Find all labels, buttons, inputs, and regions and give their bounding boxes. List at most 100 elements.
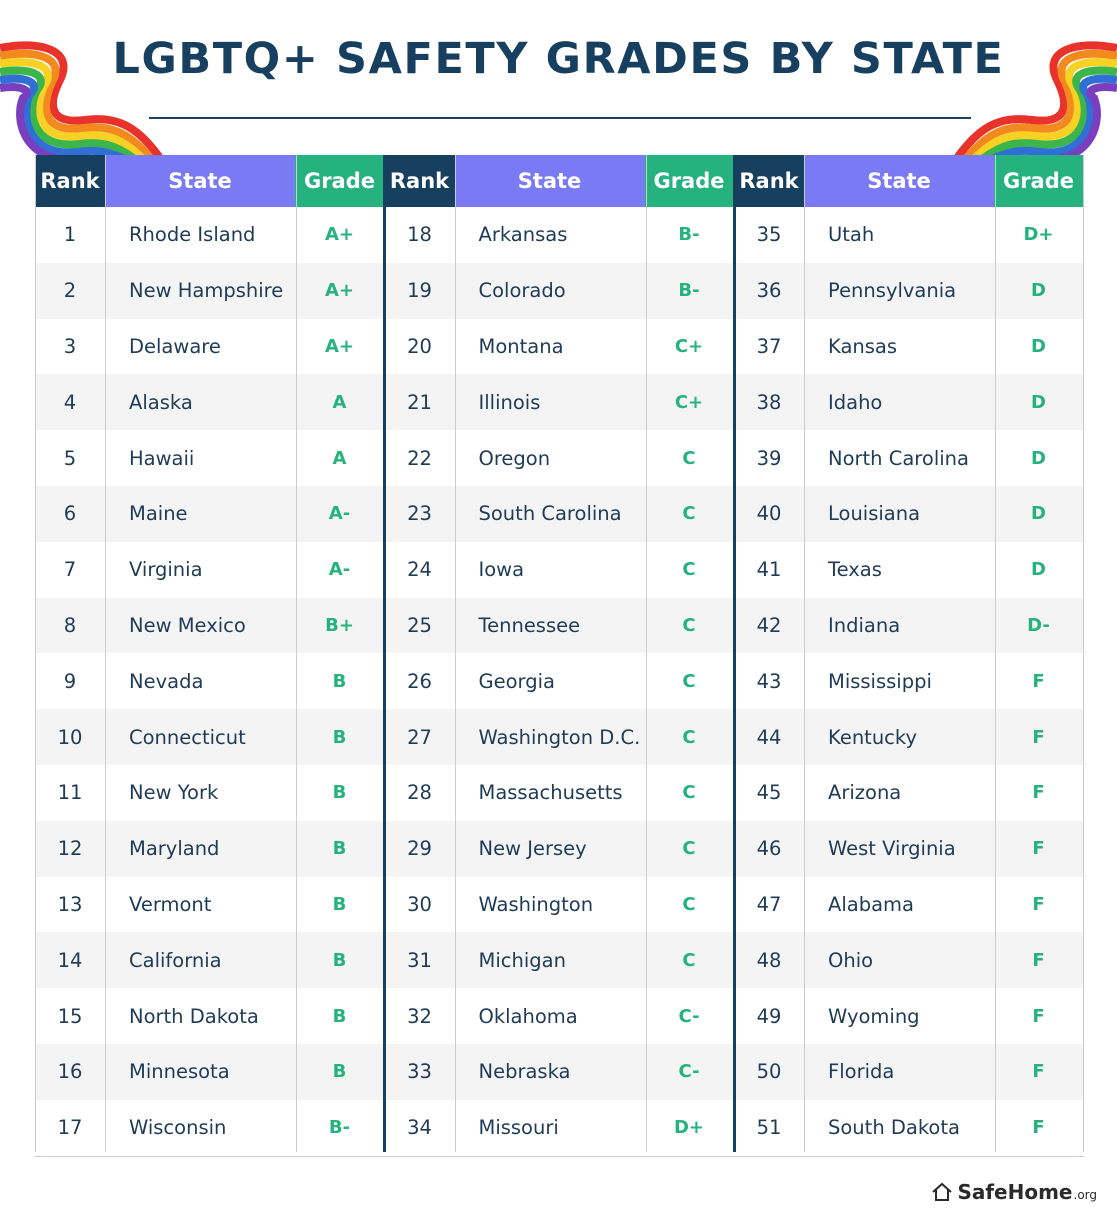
state-cell: Idaho — [828, 390, 883, 414]
table-row: 48 Ohio F — [734, 932, 1083, 989]
table-row: 24 Iowa C — [385, 542, 734, 598]
rank-cell: 10 — [57, 725, 83, 749]
column-divider — [804, 155, 805, 1152]
grade-cell: B — [332, 1005, 347, 1027]
state-cell: North Dakota — [129, 1004, 259, 1028]
rank-cell: 49 — [756, 1004, 782, 1028]
rank-cell: 14 — [57, 948, 83, 972]
state-cell: Arizona — [828, 781, 902, 805]
table-row: 5 Hawaii A — [35, 430, 384, 486]
grade-cell: B — [332, 670, 347, 692]
table-row: 26 Georgia C — [385, 653, 734, 709]
grade-cell: B- — [328, 1117, 351, 1139]
table-row: 15 North Dakota B — [35, 988, 384, 1044]
brand-logo: SafeHome .org — [931, 1180, 1097, 1204]
table-row: 13 Vermont B — [35, 877, 384, 933]
table-row: 27 Washington D.C. C — [384, 709, 734, 765]
state-cell: Minnesota — [129, 1060, 230, 1084]
column-divider — [296, 155, 297, 1152]
rainbow-flag-left-icon — [0, 41, 164, 160]
state-cell: Michigan — [478, 948, 566, 972]
state-cell: Ohio — [828, 948, 874, 972]
table-row: 42 Indiana D- — [734, 597, 1083, 654]
rank-cell: 23 — [407, 502, 432, 526]
state-cell: Texas — [828, 558, 882, 582]
brand-name: SafeHome — [957, 1180, 1073, 1204]
table-row: 16 Minnesota B — [35, 1044, 384, 1100]
rank-cell: 27 — [407, 725, 432, 749]
grade-cell: C+ — [674, 335, 704, 357]
header-rank: Rank — [734, 155, 804, 207]
table-row: 34 Missouri D+ — [385, 1100, 734, 1156]
state-cell: North Carolina — [828, 446, 969, 470]
state-cell: Kansas — [828, 334, 898, 358]
state-cell: Iowa — [478, 558, 525, 582]
grade-cell: B+ — [325, 614, 354, 636]
rank-cell: 40 — [756, 502, 782, 526]
table-row: 47 Alabama F — [734, 877, 1083, 933]
state-cell: Montana — [478, 334, 564, 358]
rank-cell: 29 — [407, 837, 432, 861]
grade-cell: C+ — [674, 391, 704, 413]
grade-cell: F — [1032, 726, 1045, 748]
rank-cell: 31 — [407, 948, 432, 972]
header-rank: Rank — [384, 155, 455, 207]
grade-cell: A- — [328, 503, 351, 525]
state-cell: Colorado — [478, 279, 566, 303]
state-cell: Alaska — [129, 390, 193, 414]
header-grade: Grade — [994, 155, 1083, 207]
state-cell: Oregon — [478, 446, 551, 470]
state-cell: Missouri — [478, 1116, 559, 1140]
state-cell: Florida — [828, 1060, 895, 1084]
grade-cell: D- — [1027, 614, 1050, 636]
header-state: State — [454, 155, 645, 207]
table-row: 28 Massachusetts C — [385, 765, 734, 821]
rank-cell: 15 — [57, 1004, 83, 1028]
grade-cell: D — [1031, 559, 1046, 581]
grade-cell: F — [1032, 893, 1045, 915]
table-row: 40 Louisiana D — [734, 486, 1083, 542]
grade-cell: F — [1032, 1005, 1045, 1027]
state-cell: Kentucky — [828, 725, 918, 749]
state-cell: Hawaii — [129, 446, 195, 470]
table-row: 30 Washington C — [385, 877, 734, 933]
column-divider — [645, 155, 647, 1152]
column-divider — [733, 155, 736, 1152]
rank-cell: 4 — [63, 390, 77, 414]
rank-cell: 17 — [57, 1116, 83, 1140]
rank-cell: 42 — [756, 613, 782, 637]
table-row: 50 Florida F — [734, 1044, 1083, 1100]
table-row: 3 Delaware A+ — [35, 319, 384, 375]
rank-cell: 6 — [63, 502, 77, 526]
state-cell: Washington D.C. — [478, 725, 641, 749]
rank-cell: 39 — [756, 446, 782, 470]
table-row: 2 New Hampshire A+ — [35, 262, 384, 319]
column-divider — [454, 155, 456, 1152]
grade-cell: D — [1031, 280, 1046, 302]
title-divider — [149, 117, 971, 119]
table-row: 22 Oregon C — [385, 430, 734, 486]
state-cell: Pennsylvania — [828, 279, 957, 303]
rank-cell: 5 — [63, 446, 77, 470]
grade-cell: C — [682, 447, 696, 469]
header-grade: Grade — [644, 155, 734, 207]
table-row: 1 Rhode Island A+ — [35, 207, 384, 263]
rank-cell: 48 — [756, 948, 782, 972]
state-cell: Delaware — [129, 334, 221, 358]
column-divider — [105, 155, 106, 1152]
grade-cell: C — [682, 559, 696, 581]
page-title: LGBTQ+ SAFETY GRADES BY STATE — [112, 34, 1005, 84]
rank-cell: 47 — [756, 892, 782, 916]
grade-cell: C — [682, 726, 696, 748]
grade-cell: C- — [678, 1005, 700, 1027]
rank-cell: 16 — [57, 1060, 83, 1084]
grade-cell: B — [332, 949, 347, 971]
rank-cell: 38 — [756, 390, 782, 414]
table-row: 29 New Jersey C — [384, 820, 734, 877]
table-row: 23 South Carolina C — [384, 486, 734, 542]
table-row: 12 Maryland B — [35, 820, 384, 877]
rank-cell: 33 — [407, 1060, 432, 1084]
state-cell: New Jersey — [478, 837, 587, 861]
rank-cell: 30 — [407, 892, 432, 916]
table-row: 45 Arizona F — [734, 765, 1083, 821]
